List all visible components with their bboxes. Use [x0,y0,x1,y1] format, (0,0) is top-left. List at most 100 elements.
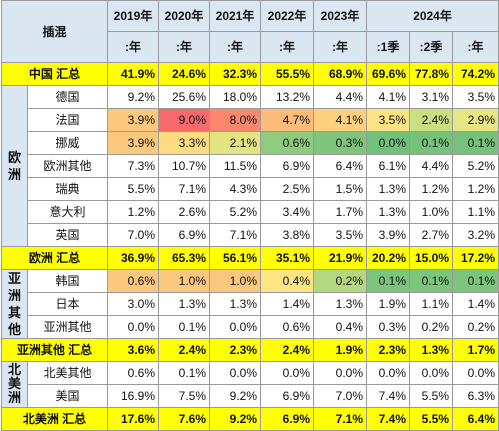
cell-value: 2.3% [209,338,262,362]
cell-value: 41.9% [107,62,160,86]
cell-value: 16.9% [107,384,160,408]
year-header-2024: 2024年 [366,0,499,32]
cell-value: 4.4% [409,154,454,178]
cell-value: 3.6% [107,338,160,362]
cell-value: 5.2% [452,154,499,178]
row-label: 亚洲其他 [26,315,109,339]
cell-value: 1.2% [452,177,499,201]
cell-value: 0.1% [452,131,499,155]
cell-value: 5.5% [409,407,454,431]
cell-value: 1.9% [313,338,368,362]
cell-value: 2.4% [158,338,211,362]
cell-value: 9.2% [209,407,262,431]
cell-value: 0.0% [313,361,368,385]
cell-value: 55.5% [260,62,315,86]
row-label: 德国 [26,85,109,109]
cell-value: 2.4% [260,338,315,362]
cell-value: 74.2% [452,62,499,86]
cell-value: 0.3% [366,315,411,339]
cell-value: 1.7% [452,338,499,362]
cell-value: 3.9% [107,131,160,155]
cell-value: 0.4% [313,315,368,339]
cell-value: 6.9% [260,154,315,178]
cell-value: 9.2% [107,85,160,109]
cell-value: 0.2% [452,315,499,339]
unit-header: :年 [313,31,368,63]
header-row-units: :年 :年 :年 :年 :年 :1季 :2季 :年 [2,31,499,63]
cell-value: 1.7% [313,200,368,224]
cell-value: 2.9% [452,108,499,132]
cell-value: 2.3% [366,338,411,362]
cell-value: 7.1% [209,223,262,247]
cell-value: 4.1% [313,108,368,132]
cell-value: 1.0% [209,269,262,293]
row-label: 北美洲 汇总 [0,407,109,431]
cell-value: 3.9% [366,223,411,247]
cell-value: 7.1% [313,407,368,431]
cell-value: 3.5% [366,108,411,132]
cell-value: 0.1% [409,131,454,155]
table-row-na-other: 北美洲 北美其他 0.6% 0.1% 0.0% 0.0% 0.0% 0.0% 0… [1,361,499,408]
cell-value: 1.3% [366,200,411,224]
cell-value: 1.1% [409,292,454,316]
row-label: 中国 汇总 [0,62,109,86]
cell-value: 1.3% [409,338,454,362]
cell-value: 1.4% [452,292,499,316]
cell-value: 20.2% [366,246,411,270]
cell-value: 17.6% [107,407,160,431]
cell-value: 1.3% [366,177,411,201]
cell-value: 6.4% [313,154,368,178]
cell-value: 0.0% [209,361,262,385]
cell-value: 3.4% [260,200,315,224]
cell-value: 9.2% [209,384,262,408]
row-label: 日本 [26,292,109,316]
cell-value: 0.1% [409,269,454,293]
row-label: 瑞典 [26,177,109,201]
cell-value: 7.4% [366,407,411,431]
cell-value: 1.3% [313,292,368,316]
cell-value: 56.1% [209,246,262,270]
cell-value: 1.0% [158,269,211,293]
unit-header: :年 [158,31,211,63]
cell-value: 0.0% [366,131,411,155]
table-row-na-total: 北美洲 汇总 17.6% 7.6% 9.2% 6.9% 7.1% 7.4% 5.… [0,407,499,431]
cell-value: 1.2% [107,200,160,224]
cell-value: 32.3% [209,62,262,86]
group-label-north-america: 北美洲 [1,361,28,408]
cell-value: 1.0% [409,200,454,224]
group-label-asia: 亚洲其他 [1,269,28,339]
cell-value: 4.1% [366,85,411,109]
cell-value: 0.0% [107,315,160,339]
table-row-germany: 欧洲 德国 9.2% 25.6% 18.0% 13.2% 4.4% 4.1% 3… [1,85,499,247]
cell-value: 77.8% [409,62,454,86]
row-label: 美国 [26,384,109,408]
row-label: 北美其他 [26,361,109,385]
cell-value: 65.3% [158,246,211,270]
cell-value: 3.8% [260,223,315,247]
table-row-europe-total: 欧洲 汇总 36.9% 65.3% 56.1% 35.1% 21.9% 20.2… [0,246,499,270]
cell-value: 3.1% [409,85,454,109]
unit-header: :年 [452,31,499,63]
cell-value: 7.1% [158,177,211,201]
cell-value: 0.6% [260,315,315,339]
cell-value: 7.5% [158,384,211,408]
cell-value: 10.7% [158,154,211,178]
cell-value: 36.9% [107,246,160,270]
table-row-korea: 亚洲其他 韩国 0.6% 1.0% 1.0% 0.4% 0.2% 0.1% 0.… [1,269,499,339]
cell-value: 0.0% [260,361,315,385]
cell-value: 2.4% [409,108,454,132]
cell-value: 0.6% [107,361,160,385]
cell-value: 8.0% [209,108,262,132]
year-header: 2022年 [260,0,315,32]
group-label-europe: 欧洲 [1,85,28,247]
cell-value: 2.1% [209,131,262,155]
cell-value: 6.9% [158,223,211,247]
cell-value: 6.4% [452,407,499,431]
unit-header: :1季 [366,31,411,63]
cell-value: 3.9% [107,108,160,132]
cell-value: 5.5% [107,177,160,201]
cell-value: 0.4% [260,269,315,293]
cell-value: 25.6% [158,85,211,109]
cell-value: 7.0% [107,223,160,247]
